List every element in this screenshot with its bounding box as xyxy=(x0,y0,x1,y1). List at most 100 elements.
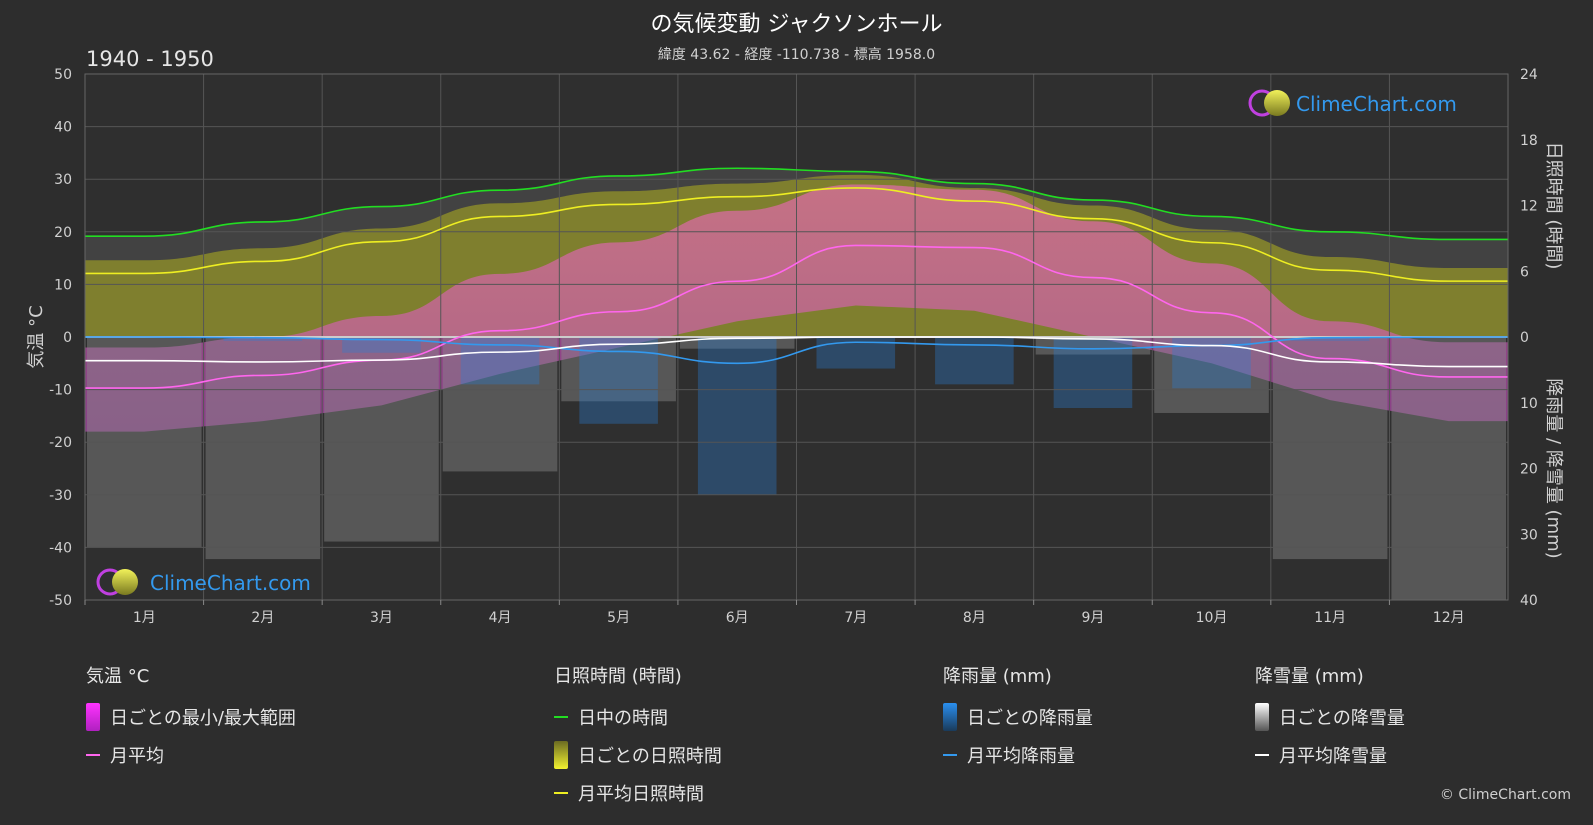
legend-temperature-title: 気温 °C xyxy=(86,666,150,687)
climechart-logo-bottom[interactable]: ClimeChart.com xyxy=(96,568,311,596)
legend-item-sunshine-avg: 月平均日照時間 xyxy=(554,774,722,812)
snow-avg-swatch xyxy=(1255,754,1269,756)
x-tick-label: 2月 xyxy=(251,610,274,626)
legend-label: 月平均 xyxy=(110,746,164,767)
snow-avg-line xyxy=(84,336,1508,368)
legend-label: 月平均降雪量 xyxy=(1279,746,1387,767)
snow-daily-bar xyxy=(324,337,439,542)
y-tick-label-right: 30 xyxy=(1520,527,1538,543)
rain-daily-swatch xyxy=(943,703,957,731)
y-tick-label-left: 10 xyxy=(54,277,72,293)
legend-item-temp-avg: 月平均 xyxy=(86,736,296,774)
legend-label: 日ごとの降雨量 xyxy=(967,708,1093,729)
x-tick-label: 6月 xyxy=(726,610,749,626)
legend-label: 日中の時間 xyxy=(578,708,668,729)
y-tick-label-left: -40 xyxy=(49,540,72,556)
legend-rain-title: 降雨量 (mm) xyxy=(943,666,1052,687)
x-tick-label: 9月 xyxy=(1081,610,1104,626)
y-axis-title-right-bottom: 降雨量 / 降雪量 (mm) xyxy=(1543,378,1564,558)
chart-title: の気候変動 ジャクソンホール xyxy=(650,12,943,37)
snow-daily-bar xyxy=(205,337,321,560)
temp-range-swatch xyxy=(86,703,100,731)
copyright: © ClimeChart.com xyxy=(1439,787,1571,803)
sunshine-daily-swatch xyxy=(554,741,568,769)
x-tick-label: 8月 xyxy=(963,610,986,626)
x-tick-label: 11月 xyxy=(1314,610,1346,626)
period-label: 1940 - 1950 xyxy=(86,47,214,71)
legend-item-daylight: 日中の時間 xyxy=(554,698,722,736)
temp-avg-swatch xyxy=(86,754,100,756)
legend-label: 日ごとの最小/最大範囲 xyxy=(110,708,296,729)
rain-daily-bar xyxy=(342,337,421,353)
y-tick-label-right: 10 xyxy=(1520,396,1538,412)
climate-chart: 50 40 30 20 10 0 -10 -20 -30 -40 -50 24 18 12 6 0 10 20 30… xyxy=(26,67,1564,626)
sunshine-avg-line xyxy=(85,187,1508,282)
legend-label: 月平均日照時間 xyxy=(578,784,704,805)
y-tick-label-left: 0 xyxy=(63,330,72,346)
legend-item-temp-range: 日ごとの最小/最大範囲 xyxy=(86,698,296,736)
legend-item-rain-avg: 月平均降雨量 xyxy=(943,736,1093,774)
snow-daily-bar xyxy=(1035,337,1151,355)
legend-item-snow-avg: 月平均降雪量 xyxy=(1255,736,1405,774)
logo-sun-icon xyxy=(1264,90,1290,116)
legend-item-rain-daily: 日ごとの降雨量 xyxy=(943,698,1093,736)
legend-label: 日ごとの日照時間 xyxy=(578,746,722,767)
snow-daily-bar xyxy=(1391,337,1506,600)
y-tick-label-left: 30 xyxy=(54,172,72,188)
logo-sun-icon xyxy=(112,569,138,595)
y-axis-title-right-top: 日照時間 (時間) xyxy=(1543,142,1564,270)
y-tick-label-left: 50 xyxy=(54,67,72,83)
series-lines xyxy=(84,167,1508,389)
legend-snow: 降雪量 (mm) 日ごとの降雪量 月平均降雪量 xyxy=(1255,662,1405,774)
legend-sunshine: 日照時間 (時間) 日中の時間 日ごとの日照時間 月平均日照時間 xyxy=(554,662,722,812)
axes: 50 40 30 20 10 0 -10 -20 -30 -40 -50 24 18 12 6 0 10 20 30… xyxy=(26,67,1564,626)
legend-item-sunshine-daily: 日ごとの日照時間 xyxy=(554,736,722,774)
x-tick-label: 12月 xyxy=(1433,610,1465,626)
snow-daily-bar xyxy=(1154,337,1269,413)
daylight-line xyxy=(84,167,1508,241)
snow-daily-bar xyxy=(1272,337,1388,560)
x-tick-label: 5月 xyxy=(607,610,630,626)
logo-text-bottom: ClimeChart.com xyxy=(150,571,311,595)
y-tick-label-left: -20 xyxy=(49,435,72,451)
y-tick-label-right: 20 xyxy=(1520,462,1538,478)
rain-avg-swatch xyxy=(943,754,957,756)
x-tick-label: 4月 xyxy=(489,610,512,626)
legend-temperature: 気温 °C 日ごとの最小/最大範囲 月平均 xyxy=(86,662,296,774)
sunshine-avg-swatch xyxy=(554,792,568,794)
y-axis-title-left: 気温 °C xyxy=(26,305,47,368)
y-tick-label-right: 24 xyxy=(1520,67,1538,83)
y-tick-label-right: 40 xyxy=(1520,593,1538,609)
y-tick-label-right: 6 xyxy=(1520,264,1529,280)
logo-text-top: ClimeChart.com xyxy=(1296,92,1457,116)
snow-daily-bar xyxy=(442,337,558,472)
daylight-swatch xyxy=(554,716,568,718)
legend-label: 日ごとの降雪量 xyxy=(1279,708,1405,729)
temp-avg-line xyxy=(85,244,1508,389)
x-tick-label: 1月 xyxy=(133,610,156,626)
x-tick-label: 10月 xyxy=(1196,610,1228,626)
legend-item-snow-daily: 日ごとの降雪量 xyxy=(1255,698,1405,736)
y-tick-label-left: 40 xyxy=(54,120,72,136)
y-tick-label-left: -30 xyxy=(49,488,72,504)
x-tick-label: 7月 xyxy=(844,610,867,626)
y-tick-label-right: 18 xyxy=(1520,133,1538,149)
legend-label: 月平均降雨量 xyxy=(967,746,1075,767)
rain-daily-bar xyxy=(223,337,303,341)
legend-snow-title: 降雪量 (mm) xyxy=(1255,666,1364,687)
y-tick-label-left: -50 xyxy=(49,593,72,609)
rain-avg-line xyxy=(84,336,1508,365)
snow-daily-bar xyxy=(561,337,676,402)
y-tick-label-left: 20 xyxy=(54,225,72,241)
y-tick-label-right: 0 xyxy=(1520,330,1529,346)
legend-sunshine-title: 日照時間 (時間) xyxy=(554,666,682,687)
rain-daily-bar xyxy=(1290,337,1370,341)
climechart-logo-top[interactable]: ClimeChart.com xyxy=(1248,89,1457,117)
chart-subtitle: 緯度 43.62 - 経度 -110.738 - 標高 1958.0 xyxy=(657,47,936,63)
legend-rain: 降雨量 (mm) 日ごとの降雨量 月平均降雨量 xyxy=(943,662,1093,774)
y-tick-label-right: 12 xyxy=(1520,199,1538,215)
snow-daily-swatch xyxy=(1255,703,1269,731)
y-tick-label-left: -10 xyxy=(49,383,72,399)
x-tick-label: 3月 xyxy=(370,610,393,626)
snow-daily-bar xyxy=(679,337,795,349)
